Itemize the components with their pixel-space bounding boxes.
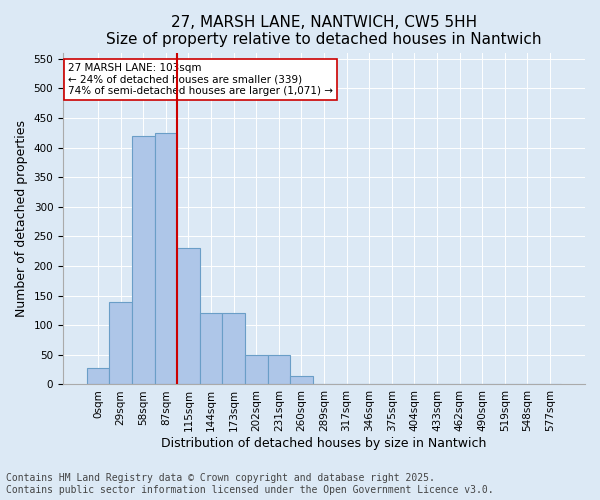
Y-axis label: Number of detached properties: Number of detached properties xyxy=(15,120,28,317)
Bar xyxy=(109,302,132,384)
Bar xyxy=(290,376,313,384)
Bar xyxy=(200,314,223,384)
Bar xyxy=(155,132,177,384)
Bar xyxy=(268,355,290,384)
Bar xyxy=(87,368,109,384)
Text: Contains HM Land Registry data © Crown copyright and database right 2025.
Contai: Contains HM Land Registry data © Crown c… xyxy=(6,474,494,495)
Bar xyxy=(177,248,200,384)
Text: 27 MARSH LANE: 103sqm
← 24% of detached houses are smaller (339)
74% of semi-det: 27 MARSH LANE: 103sqm ← 24% of detached … xyxy=(68,62,333,96)
Bar xyxy=(132,136,155,384)
X-axis label: Distribution of detached houses by size in Nantwich: Distribution of detached houses by size … xyxy=(161,437,487,450)
Bar xyxy=(223,314,245,384)
Title: 27, MARSH LANE, NANTWICH, CW5 5HH
Size of property relative to detached houses i: 27, MARSH LANE, NANTWICH, CW5 5HH Size o… xyxy=(106,15,542,48)
Bar xyxy=(245,355,268,384)
